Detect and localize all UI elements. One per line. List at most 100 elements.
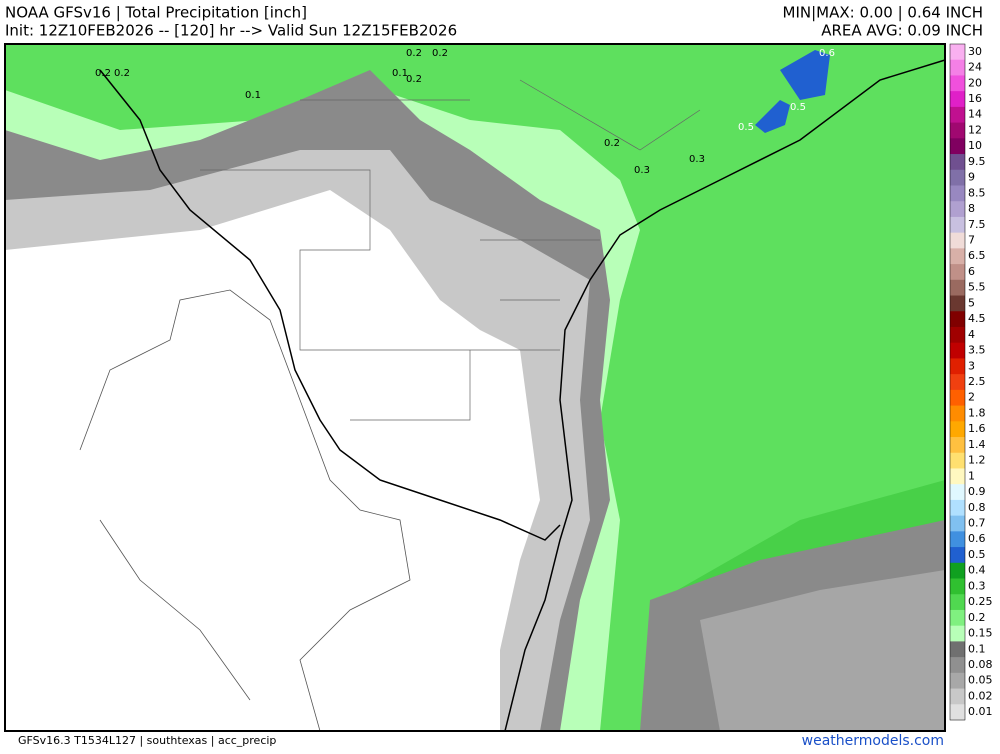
colorbar-label: 6.5 xyxy=(968,249,986,262)
colorbar-swatch xyxy=(950,531,965,548)
contour-label: 0.2 xyxy=(406,48,422,59)
colorbar-label: 9 xyxy=(968,171,975,184)
colorbar-swatch xyxy=(950,59,965,76)
min-max: MIN|MAX: 0.00 | 0.64 INCH xyxy=(783,4,984,22)
colorbar-label: 0.5 xyxy=(968,548,986,561)
contour-label: 0.2 xyxy=(604,138,620,149)
colorbar-swatch xyxy=(950,437,965,454)
colorbar-swatch xyxy=(950,264,965,281)
colorbar-label: 3 xyxy=(968,359,975,372)
colorbar-swatch xyxy=(950,44,965,61)
border xyxy=(99,69,561,541)
white-region xyxy=(5,190,540,731)
colorbar-swatch xyxy=(950,625,965,642)
colorbar-swatch xyxy=(950,169,965,186)
contour-label: 0.6 xyxy=(819,48,835,59)
colorbar-frame xyxy=(949,43,966,721)
colorbar-label: 0.05 xyxy=(968,674,993,687)
init-line: Init: 12Z10FEB2026 -- [120] hr --> Valid… xyxy=(5,22,457,40)
colorbar-swatch xyxy=(950,201,965,218)
colorbar-swatch xyxy=(950,405,965,422)
contour-label: 0.3 xyxy=(634,165,650,176)
colorbar-label: 0.25 xyxy=(968,595,993,608)
contour-label: 0.3 xyxy=(689,154,705,165)
max-area xyxy=(755,100,790,133)
contour-label: 0.2 xyxy=(406,74,422,85)
colorbar-label: 0.2 xyxy=(968,611,986,624)
colorbar-label: 9.5 xyxy=(968,155,986,168)
contour-labels: 0.2 0.20.10.2 0.20.10.20.20.30.30.60.50.5 xyxy=(95,48,835,176)
colorbar-label: 4.5 xyxy=(968,312,986,325)
colorbar-swatch xyxy=(950,389,965,407)
colorbar-label: 0.9 xyxy=(968,485,986,498)
colorbar-swatch xyxy=(950,515,965,532)
colorbar-label: 0.7 xyxy=(968,516,986,529)
gray-band xyxy=(700,570,945,731)
colorbar-swatch xyxy=(950,106,965,124)
colorbar-swatch xyxy=(950,641,965,658)
colorbar-swatch xyxy=(950,311,965,328)
colorbar-label: 0.4 xyxy=(968,564,986,577)
colorbar-label: 4 xyxy=(968,328,975,341)
colorbar-label: 6 xyxy=(968,265,975,278)
colorbar-label: 10 xyxy=(968,139,982,152)
colorbar-label: 0.01 xyxy=(968,705,993,718)
colorbar-label: 1.2 xyxy=(968,454,986,467)
colorbar-swatch xyxy=(950,484,965,501)
colorbar-label: 0.6 xyxy=(968,532,986,545)
county-lines xyxy=(200,79,701,421)
colorbar-label: 0.3 xyxy=(968,579,986,592)
colorbar-swatch xyxy=(950,578,965,595)
footer-model: GFSv16.3 T1534L127 | southtexas | acc_pr… xyxy=(18,734,276,747)
colorbar-label: 1.6 xyxy=(968,422,986,435)
colorbar-label: 7.5 xyxy=(968,218,986,231)
state-lines xyxy=(79,289,411,732)
colorbar-swatch xyxy=(950,326,965,344)
map xyxy=(4,43,946,732)
footer-site[interactable]: weathermodels.com xyxy=(802,733,944,749)
colorbar-label: 1.4 xyxy=(968,438,986,451)
contour-label: 0.1 xyxy=(392,68,408,79)
colorbar-label: 14 xyxy=(968,108,982,121)
colorbar-swatch xyxy=(950,657,965,674)
colorbar-label: 5.5 xyxy=(968,281,986,294)
contour-label: 0.2 xyxy=(95,68,111,79)
colorbar-swatch xyxy=(950,704,965,721)
colorbar-swatch xyxy=(950,185,965,202)
colorbar-swatch xyxy=(950,154,965,171)
colorbar-label: 1 xyxy=(968,469,975,482)
colorbar-label: 8 xyxy=(968,202,975,215)
colorbar-swatch xyxy=(950,138,965,155)
colorbar-label: 0.08 xyxy=(968,658,993,671)
colorbar-label: 3.5 xyxy=(968,344,986,357)
contour-label: 0.5 xyxy=(790,102,806,113)
colorbar-label: 20 xyxy=(968,76,982,89)
colorbar-swatch xyxy=(950,91,965,108)
colorbar-label: 8.5 xyxy=(968,186,986,199)
colorbar-swatch xyxy=(950,374,965,391)
colorbar-label: 0.15 xyxy=(968,627,993,640)
colorbar-label: 5 xyxy=(968,296,975,309)
contour-label: 0.5 xyxy=(738,122,754,133)
colorbar: 302420161412109.598.587.576.565.554.543.… xyxy=(949,43,993,721)
colorbar-swatch xyxy=(950,122,965,139)
colorbar-swatch xyxy=(950,279,965,297)
colorbar-label: 2.5 xyxy=(968,375,986,388)
colorbar-swatch xyxy=(950,295,965,312)
colorbar-label: 7 xyxy=(968,234,975,247)
title: NOAA GFSv16 | Total Precipitation [inch] xyxy=(5,4,307,22)
colorbar-swatch xyxy=(950,547,965,564)
max-area xyxy=(780,50,830,100)
colorbar-swatch xyxy=(950,216,965,234)
colorbar-label: 2 xyxy=(968,391,975,404)
contour-label: 0.2 xyxy=(114,68,130,79)
area-avg: AREA AVG: 0.09 INCH xyxy=(821,22,983,40)
contour-label: 0.1 xyxy=(245,90,261,101)
colorbar-swatch xyxy=(950,358,965,375)
colorbar-label: 12 xyxy=(968,123,982,136)
colorbar-swatch xyxy=(950,232,965,249)
colorbar-label: 30 xyxy=(968,45,982,58)
colorbar-swatch xyxy=(950,609,965,627)
